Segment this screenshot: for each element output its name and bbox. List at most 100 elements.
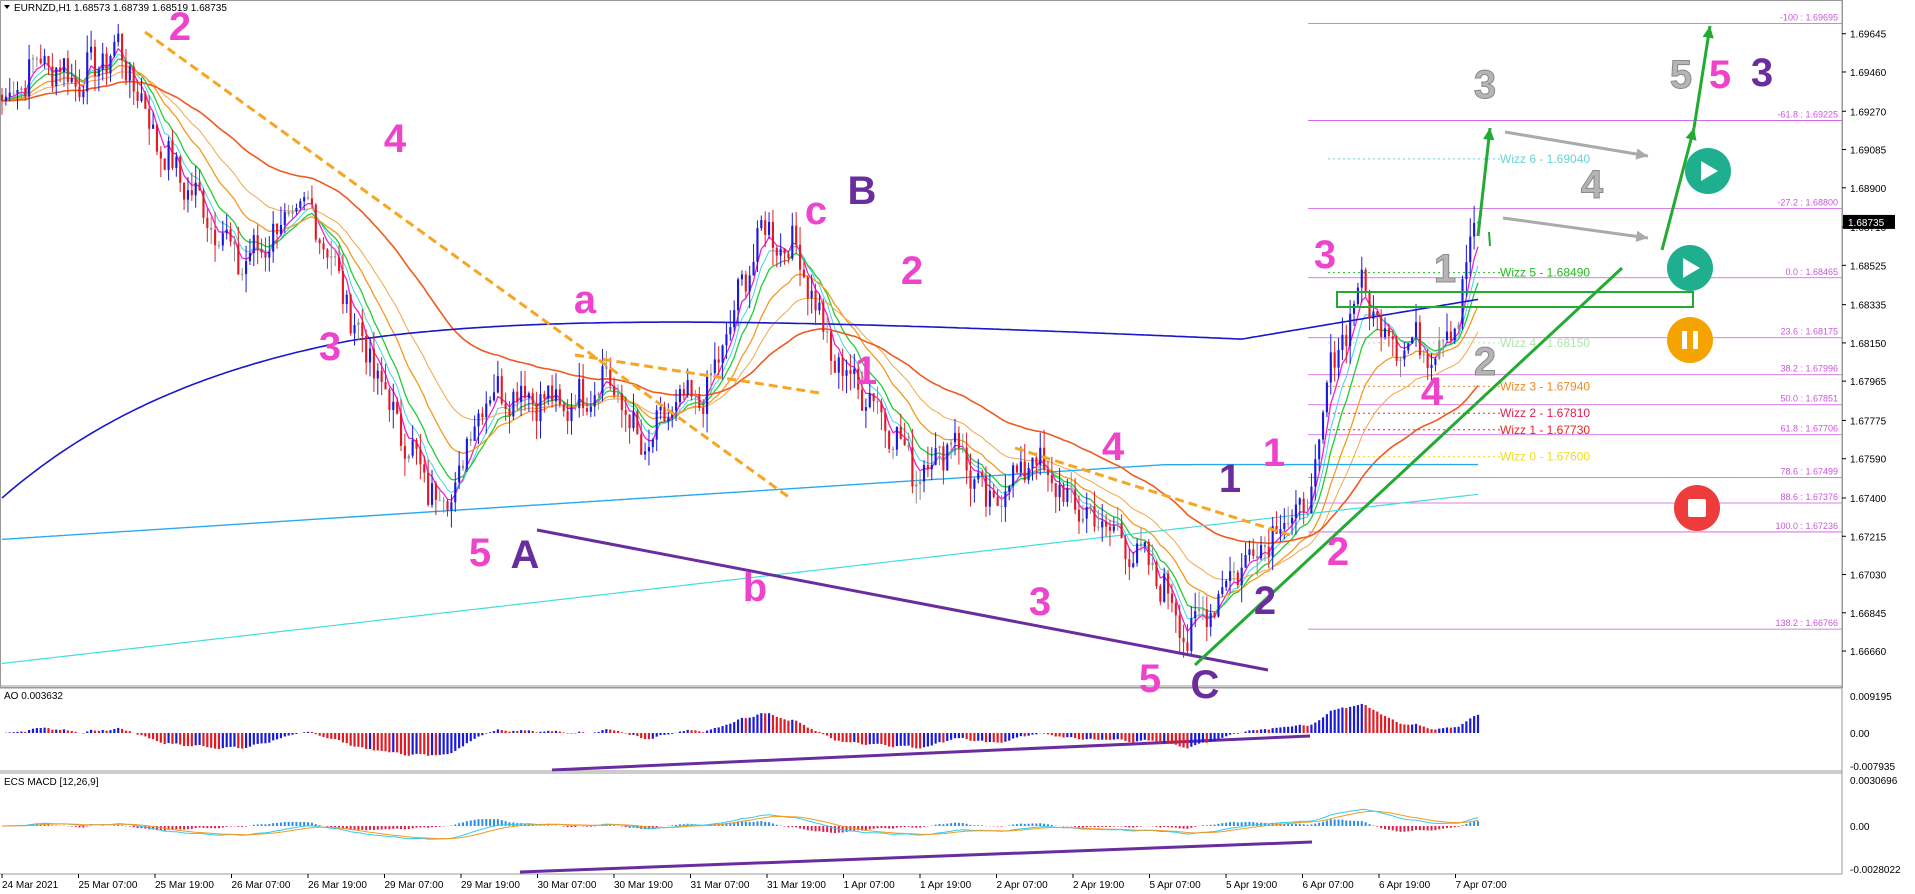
wizz-label: Wizz 0 - 1.67600 — [1500, 450, 1590, 464]
candle — [1213, 611, 1216, 619]
candle-body — [1473, 222, 1476, 237]
candle-body — [1205, 609, 1208, 627]
candle — [163, 158, 166, 171]
green-box — [1336, 291, 1694, 308]
stop-icon — [1674, 485, 1720, 531]
candle — [171, 129, 174, 171]
candle — [299, 198, 302, 212]
candle-body — [1236, 572, 1239, 585]
candle — [1341, 317, 1344, 361]
candle-body — [1306, 512, 1309, 514]
candle-body — [39, 58, 42, 64]
candle — [570, 392, 573, 435]
candle — [1259, 536, 1263, 561]
candle-body — [427, 472, 430, 505]
candle-body — [1116, 523, 1119, 527]
candle-body — [1015, 465, 1019, 473]
candle-body — [357, 322, 360, 326]
candle — [589, 390, 592, 418]
candle-body — [516, 391, 519, 402]
candle — [644, 442, 647, 461]
candle-body — [341, 271, 344, 304]
candle — [1074, 478, 1077, 515]
candle-body — [20, 88, 23, 90]
candle-body — [969, 470, 972, 489]
candle — [35, 56, 38, 68]
candle — [183, 182, 186, 211]
wave-label: 1 — [855, 349, 877, 393]
candle-body — [1163, 573, 1166, 602]
candle — [279, 206, 282, 237]
candle — [651, 437, 654, 454]
candle-body — [535, 403, 538, 422]
candle — [1294, 490, 1297, 535]
candle — [1430, 353, 1433, 381]
candle — [47, 56, 50, 75]
candle — [860, 371, 864, 411]
candle — [934, 432, 937, 466]
candle-body — [1329, 352, 1332, 383]
gray-arrow-2 — [1502, 216, 1649, 240]
candle — [1310, 473, 1313, 514]
moving-averages — [1, 47, 1479, 665]
candle — [946, 442, 949, 471]
wave-label: 5 — [1139, 657, 1161, 701]
candle-body — [411, 440, 414, 456]
candle-body — [388, 389, 391, 410]
candle-body — [51, 66, 54, 87]
candle — [880, 398, 883, 431]
candle — [1186, 624, 1189, 656]
macd-title: ECS MACD [12,26,9] — [4, 777, 99, 788]
wave-label: 3 — [1751, 51, 1773, 95]
candle — [624, 396, 627, 433]
candle — [167, 136, 170, 181]
candle-body — [1225, 581, 1228, 588]
candle-body — [1333, 352, 1336, 368]
candle — [260, 238, 263, 258]
ao-title: AO 0.003632 — [4, 691, 63, 702]
candle-body — [0, 94, 4, 101]
candle-body — [1077, 509, 1081, 522]
candle-body — [636, 411, 639, 435]
candle-body — [1395, 339, 1398, 361]
arrow — [1488, 231, 1491, 247]
candle — [1333, 340, 1336, 382]
time-tick-label: 6 Apr 07:00 — [1303, 880, 1355, 891]
candle — [1240, 553, 1243, 603]
time-tick-label: 25 Mar 19:00 — [155, 880, 214, 891]
candle-body — [140, 93, 143, 101]
candle-body — [376, 370, 379, 379]
macd-indicator: 0.0030696 0.00 -0.0028022 — [1, 776, 1901, 876]
candle — [322, 237, 325, 260]
candle — [551, 374, 554, 408]
green-arrow-up-3-head — [1702, 26, 1714, 39]
fib-label: 61.8 : 1.67706 — [1780, 424, 1838, 434]
candle-body — [977, 472, 980, 480]
candle-body — [1426, 354, 1429, 369]
candle — [1198, 591, 1201, 618]
candle-body — [1124, 538, 1127, 560]
candle-body — [1217, 594, 1220, 617]
macd-divergence — [519, 840, 1313, 874]
candle — [337, 245, 341, 274]
candle-body — [496, 376, 499, 393]
green-uptrend — [1193, 266, 1624, 667]
candle — [814, 283, 817, 326]
candle-body — [1422, 354, 1425, 356]
candle — [1050, 456, 1053, 492]
candle — [469, 431, 472, 447]
candle-body — [279, 224, 282, 235]
ao-label: AO 0.003632 — [4, 691, 63, 702]
candle-body — [1240, 567, 1243, 585]
candle-body — [403, 445, 406, 459]
candle — [1221, 570, 1224, 597]
wave-label: 3 — [1029, 580, 1051, 624]
wizz-levels: Wizz 6 - 1.69040 Wizz 5 - 1.68490 Wizz 4 -… — [1328, 152, 1590, 464]
candle — [1356, 282, 1359, 307]
candle — [1151, 544, 1154, 571]
candle — [957, 426, 960, 465]
time-tick-label: 1 Apr 19:00 — [920, 880, 972, 891]
candle-body — [523, 385, 527, 398]
candle-body — [1391, 336, 1394, 340]
candle — [295, 203, 298, 215]
